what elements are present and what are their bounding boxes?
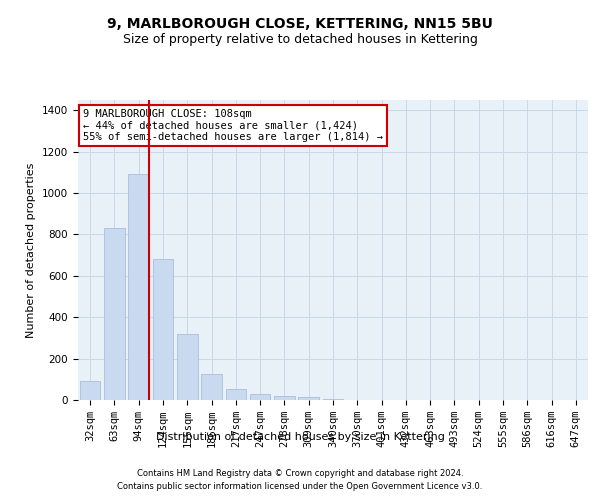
Text: Size of property relative to detached houses in Kettering: Size of property relative to detached ho…	[122, 32, 478, 46]
Text: Distribution of detached houses by size in Kettering: Distribution of detached houses by size …	[155, 432, 445, 442]
Bar	[298, 397, 319, 400]
Bar	[201, 374, 222, 400]
Text: 9, MARLBOROUGH CLOSE, KETTERING, NN15 5BU: 9, MARLBOROUGH CLOSE, KETTERING, NN15 5B…	[107, 18, 493, 32]
Bar	[80, 380, 100, 400]
Bar	[177, 334, 197, 400]
Bar	[226, 388, 246, 400]
Text: Contains HM Land Registry data © Crown copyright and database right 2024.: Contains HM Land Registry data © Crown c…	[137, 468, 463, 477]
Y-axis label: Number of detached properties: Number of detached properties	[26, 162, 37, 338]
Bar	[323, 399, 343, 400]
Bar	[274, 396, 295, 400]
Bar	[152, 260, 173, 400]
Bar	[104, 228, 125, 400]
Text: 9 MARLBOROUGH CLOSE: 108sqm
← 44% of detached houses are smaller (1,424)
55% of : 9 MARLBOROUGH CLOSE: 108sqm ← 44% of det…	[83, 109, 383, 142]
Text: Contains public sector information licensed under the Open Government Licence v3: Contains public sector information licen…	[118, 482, 482, 491]
Bar	[128, 174, 149, 400]
Bar	[250, 394, 271, 400]
